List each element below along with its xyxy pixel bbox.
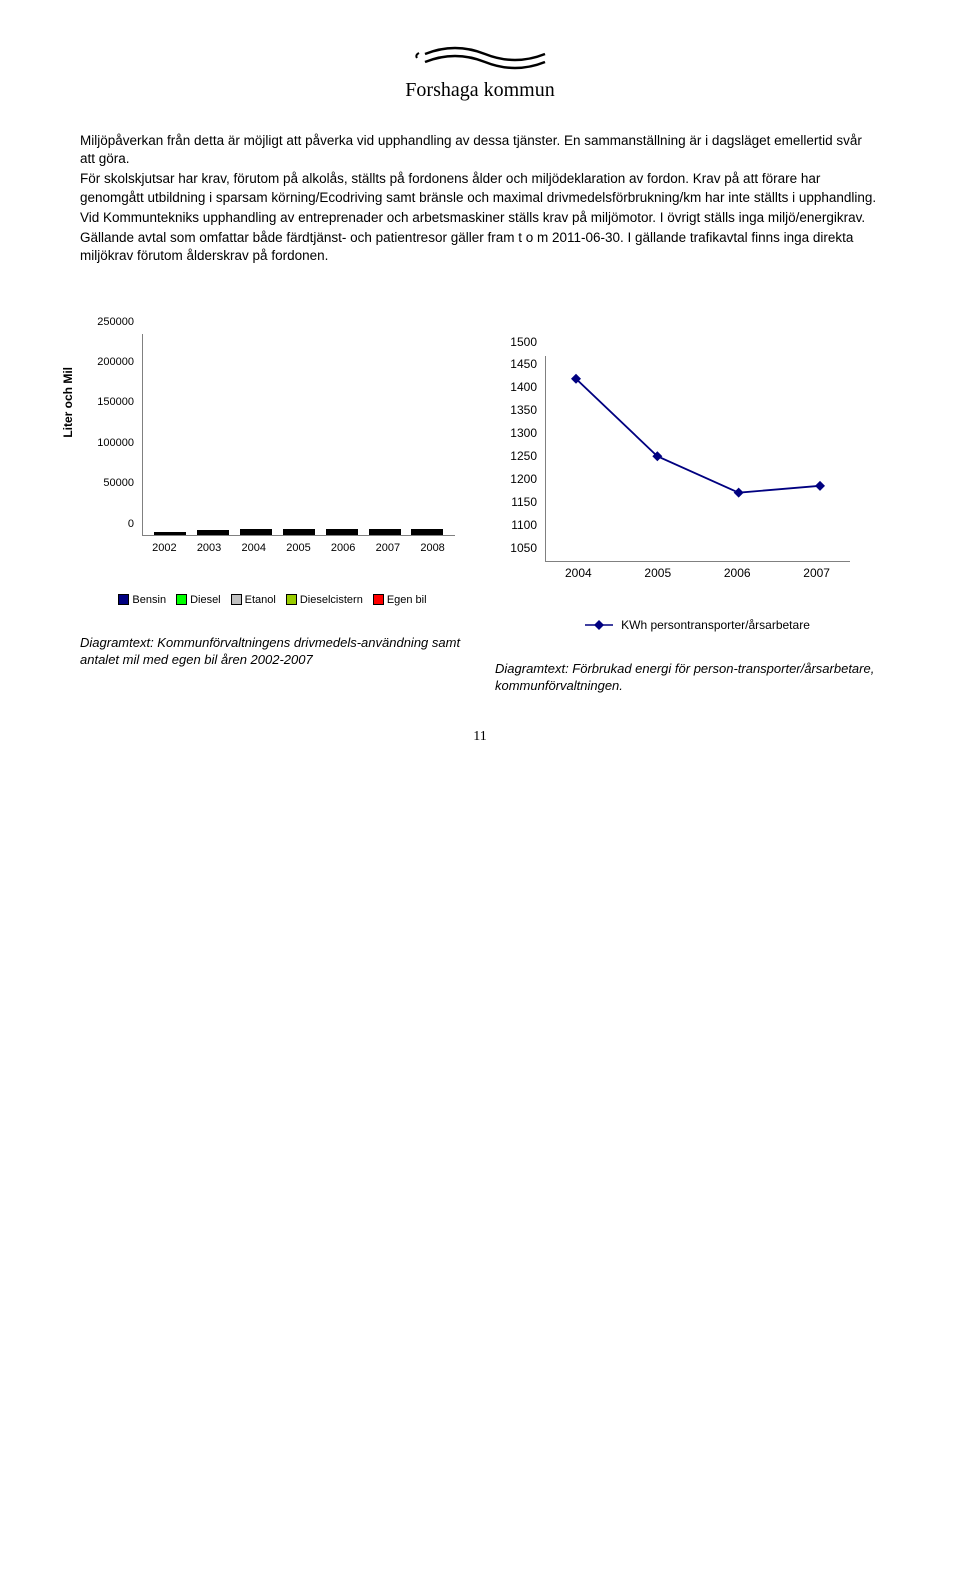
body-text: Miljöpåverkan från detta är möjligt att …	[80, 132, 880, 266]
wave-icon	[405, 40, 555, 72]
bar-segment	[283, 533, 315, 535]
x-tick-label: 2006	[724, 566, 751, 580]
bar-column	[154, 533, 186, 535]
legend-item: Egen bil	[373, 594, 427, 606]
y-tick-label: 1250	[510, 449, 537, 463]
y-tick-label: 200000	[97, 356, 134, 368]
x-tick-label: 2005	[286, 542, 310, 554]
header-logo: Forshaga kommun	[80, 40, 880, 102]
bar-column	[326, 530, 358, 535]
legend-swatch	[118, 594, 129, 605]
y-tick-label: 1200	[510, 472, 537, 486]
line-chart-legend: KWh persontransporter/årsarbetare	[545, 618, 850, 632]
bar-chart-caption: Diagramtext: Kommunförvaltningens drivme…	[80, 634, 465, 669]
bar-segment	[197, 533, 229, 535]
y-axis-label: Liter och Mil	[61, 367, 75, 438]
legend-label: Dieselcistern	[300, 594, 363, 606]
legend-label: Diesel	[190, 594, 221, 606]
y-tick-label: 1300	[510, 426, 537, 440]
legend-label: Bensin	[132, 594, 166, 606]
bar-segment	[154, 533, 186, 535]
y-tick-label: 1450	[510, 357, 537, 371]
x-tick-label: 2007	[376, 542, 400, 554]
legend-swatch	[286, 594, 297, 605]
legend-label: Etanol	[245, 594, 276, 606]
legend-label: Egen bil	[387, 594, 427, 606]
paragraph: Miljöpåverkan från detta är möjligt att …	[80, 132, 880, 168]
y-tick-label: 100000	[97, 437, 134, 449]
x-tick-label: 2006	[331, 542, 355, 554]
bar-column	[240, 530, 272, 535]
legend-item: Dieselcistern	[286, 594, 363, 606]
y-tick-label: 0	[128, 518, 134, 530]
legend-item: Etanol	[231, 594, 276, 606]
legend-swatch	[231, 594, 242, 605]
y-tick-label: 1350	[510, 403, 537, 417]
y-tick-label: 1050	[510, 541, 537, 555]
y-tick-label: 1100	[511, 518, 537, 532]
y-tick-label: 50000	[103, 477, 134, 489]
y-tick-label: 1500	[510, 335, 537, 349]
line-series-label: KWh persontransporter/årsarbetare	[621, 618, 810, 632]
bar-segment	[411, 533, 443, 535]
x-tick-label: 2004	[242, 542, 266, 554]
y-tick-label: 150000	[97, 396, 134, 408]
legend-swatch	[176, 594, 187, 605]
legend-item: Diesel	[176, 594, 221, 606]
paragraph: För skolskjutsar har krav, förutom på al…	[80, 170, 880, 206]
bar-chart-legend: Bensin Diesel Etanol Dieselcistern Egen bil	[80, 594, 465, 606]
x-tick-label: 2005	[644, 566, 671, 580]
y-tick-label: 1400	[510, 380, 537, 394]
org-name: Forshaga kommun	[80, 79, 880, 102]
bar-column	[283, 530, 315, 535]
bar-segment	[369, 533, 401, 535]
energy-line-chart: 1050110011501200125013001350140014501500…	[495, 352, 860, 632]
x-tick-label: 2003	[197, 542, 221, 554]
page-number: 11	[0, 729, 960, 745]
x-tick-label: 2007	[803, 566, 830, 580]
fuel-usage-bar-chart: Liter och Mil 05000010000015000020000025…	[80, 326, 465, 606]
paragraph: Vid Kommuntekniks upphandling av entrepr…	[80, 209, 880, 227]
y-tick-label: 1150	[511, 495, 537, 509]
bar-column	[411, 530, 443, 535]
x-tick-label: 2002	[152, 542, 176, 554]
bar-segment	[326, 533, 358, 535]
bar-column	[369, 530, 401, 535]
x-tick-label: 2008	[420, 542, 444, 554]
x-tick-label: 2004	[565, 566, 592, 580]
y-tick-label: 250000	[97, 316, 134, 328]
legend-item: Bensin	[118, 594, 166, 606]
legend-swatch	[373, 594, 384, 605]
line-chart-caption: Diagramtext: Förbrukad energi för person…	[495, 660, 880, 695]
paragraph: Gällande avtal som omfattar både färdtjä…	[80, 229, 880, 265]
bar-segment	[240, 533, 272, 535]
bar-column	[197, 531, 229, 535]
